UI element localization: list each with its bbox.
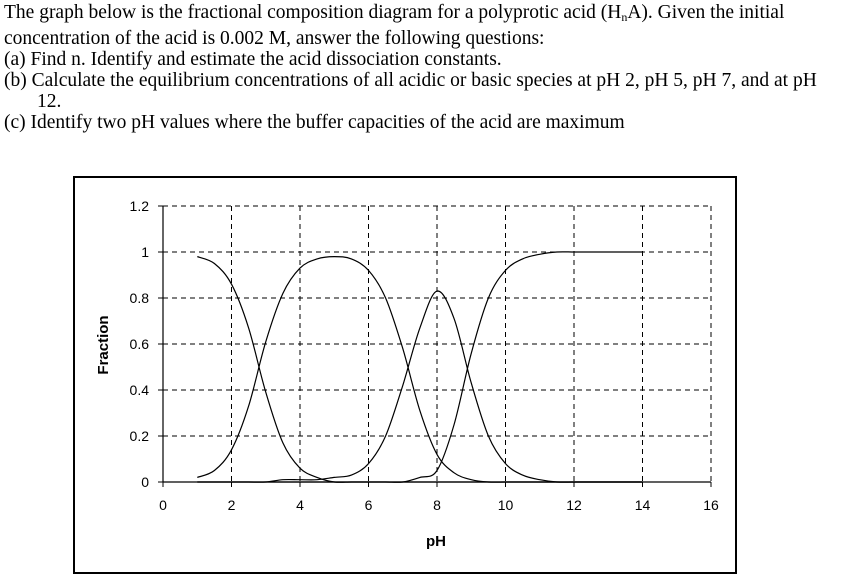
y-tick-label: 0.4: [130, 382, 150, 398]
chart-frame: [73, 176, 737, 574]
x-tick-label: 2: [228, 497, 236, 513]
y-tick-label: 1.2: [130, 198, 150, 214]
x-tick-label: 4: [296, 497, 304, 513]
part-b: (b) Calculate the equilibrium concentrat…: [4, 70, 817, 91]
part-c: (c) Identify two pH values where the buf…: [4, 112, 625, 133]
x-tick-label: 14: [635, 497, 651, 513]
y-tick-label: 0.8: [130, 290, 150, 306]
x-tick-label: 16: [703, 497, 719, 513]
subscript-n: n: [621, 10, 628, 24]
series-line-3: [197, 290, 643, 483]
x-tick-label: 0: [159, 497, 167, 513]
question-line-1-tail: A). Given the initial: [627, 2, 785, 23]
x-tick-label: 8: [433, 497, 441, 513]
x-tick-label: 12: [566, 497, 582, 513]
x-tick-label: 6: [365, 497, 373, 513]
question-line-1: The graph below is the fractional compos…: [4, 2, 860, 28]
series-line-4: [197, 251, 643, 483]
y-axis-title: Fraction: [95, 315, 112, 374]
series-line-1: [197, 256, 643, 483]
series-line-2: [197, 255, 643, 483]
y-tick-label: 0.6: [130, 336, 150, 352]
grid-lines: [163, 205, 712, 482]
y-tick-label: 0: [141, 474, 149, 490]
question-line-2: concentration of the acid is 0.002 M, an…: [4, 28, 545, 49]
part-b-continued: 12.: [37, 91, 62, 112]
x-axis-title: pH: [426, 533, 446, 550]
question-line-1-text: The graph below is the fractional compos…: [4, 2, 622, 23]
y-tick-label: 1: [141, 244, 149, 260]
question-text: The graph below is the fractional compos…: [4, 2, 860, 133]
axes: [158, 205, 712, 487]
y-tick-label: 0.2: [130, 428, 150, 444]
series-lines: [197, 251, 643, 483]
part-a: (a) Find n. Identify and estimate the ac…: [4, 49, 502, 70]
x-tick-label: 10: [498, 497, 514, 513]
tick-labels: 0 0.2 0.4 0.6 0.8 1 1.2 0 2 4 6 8 10 12 14 16: [130, 198, 719, 513]
